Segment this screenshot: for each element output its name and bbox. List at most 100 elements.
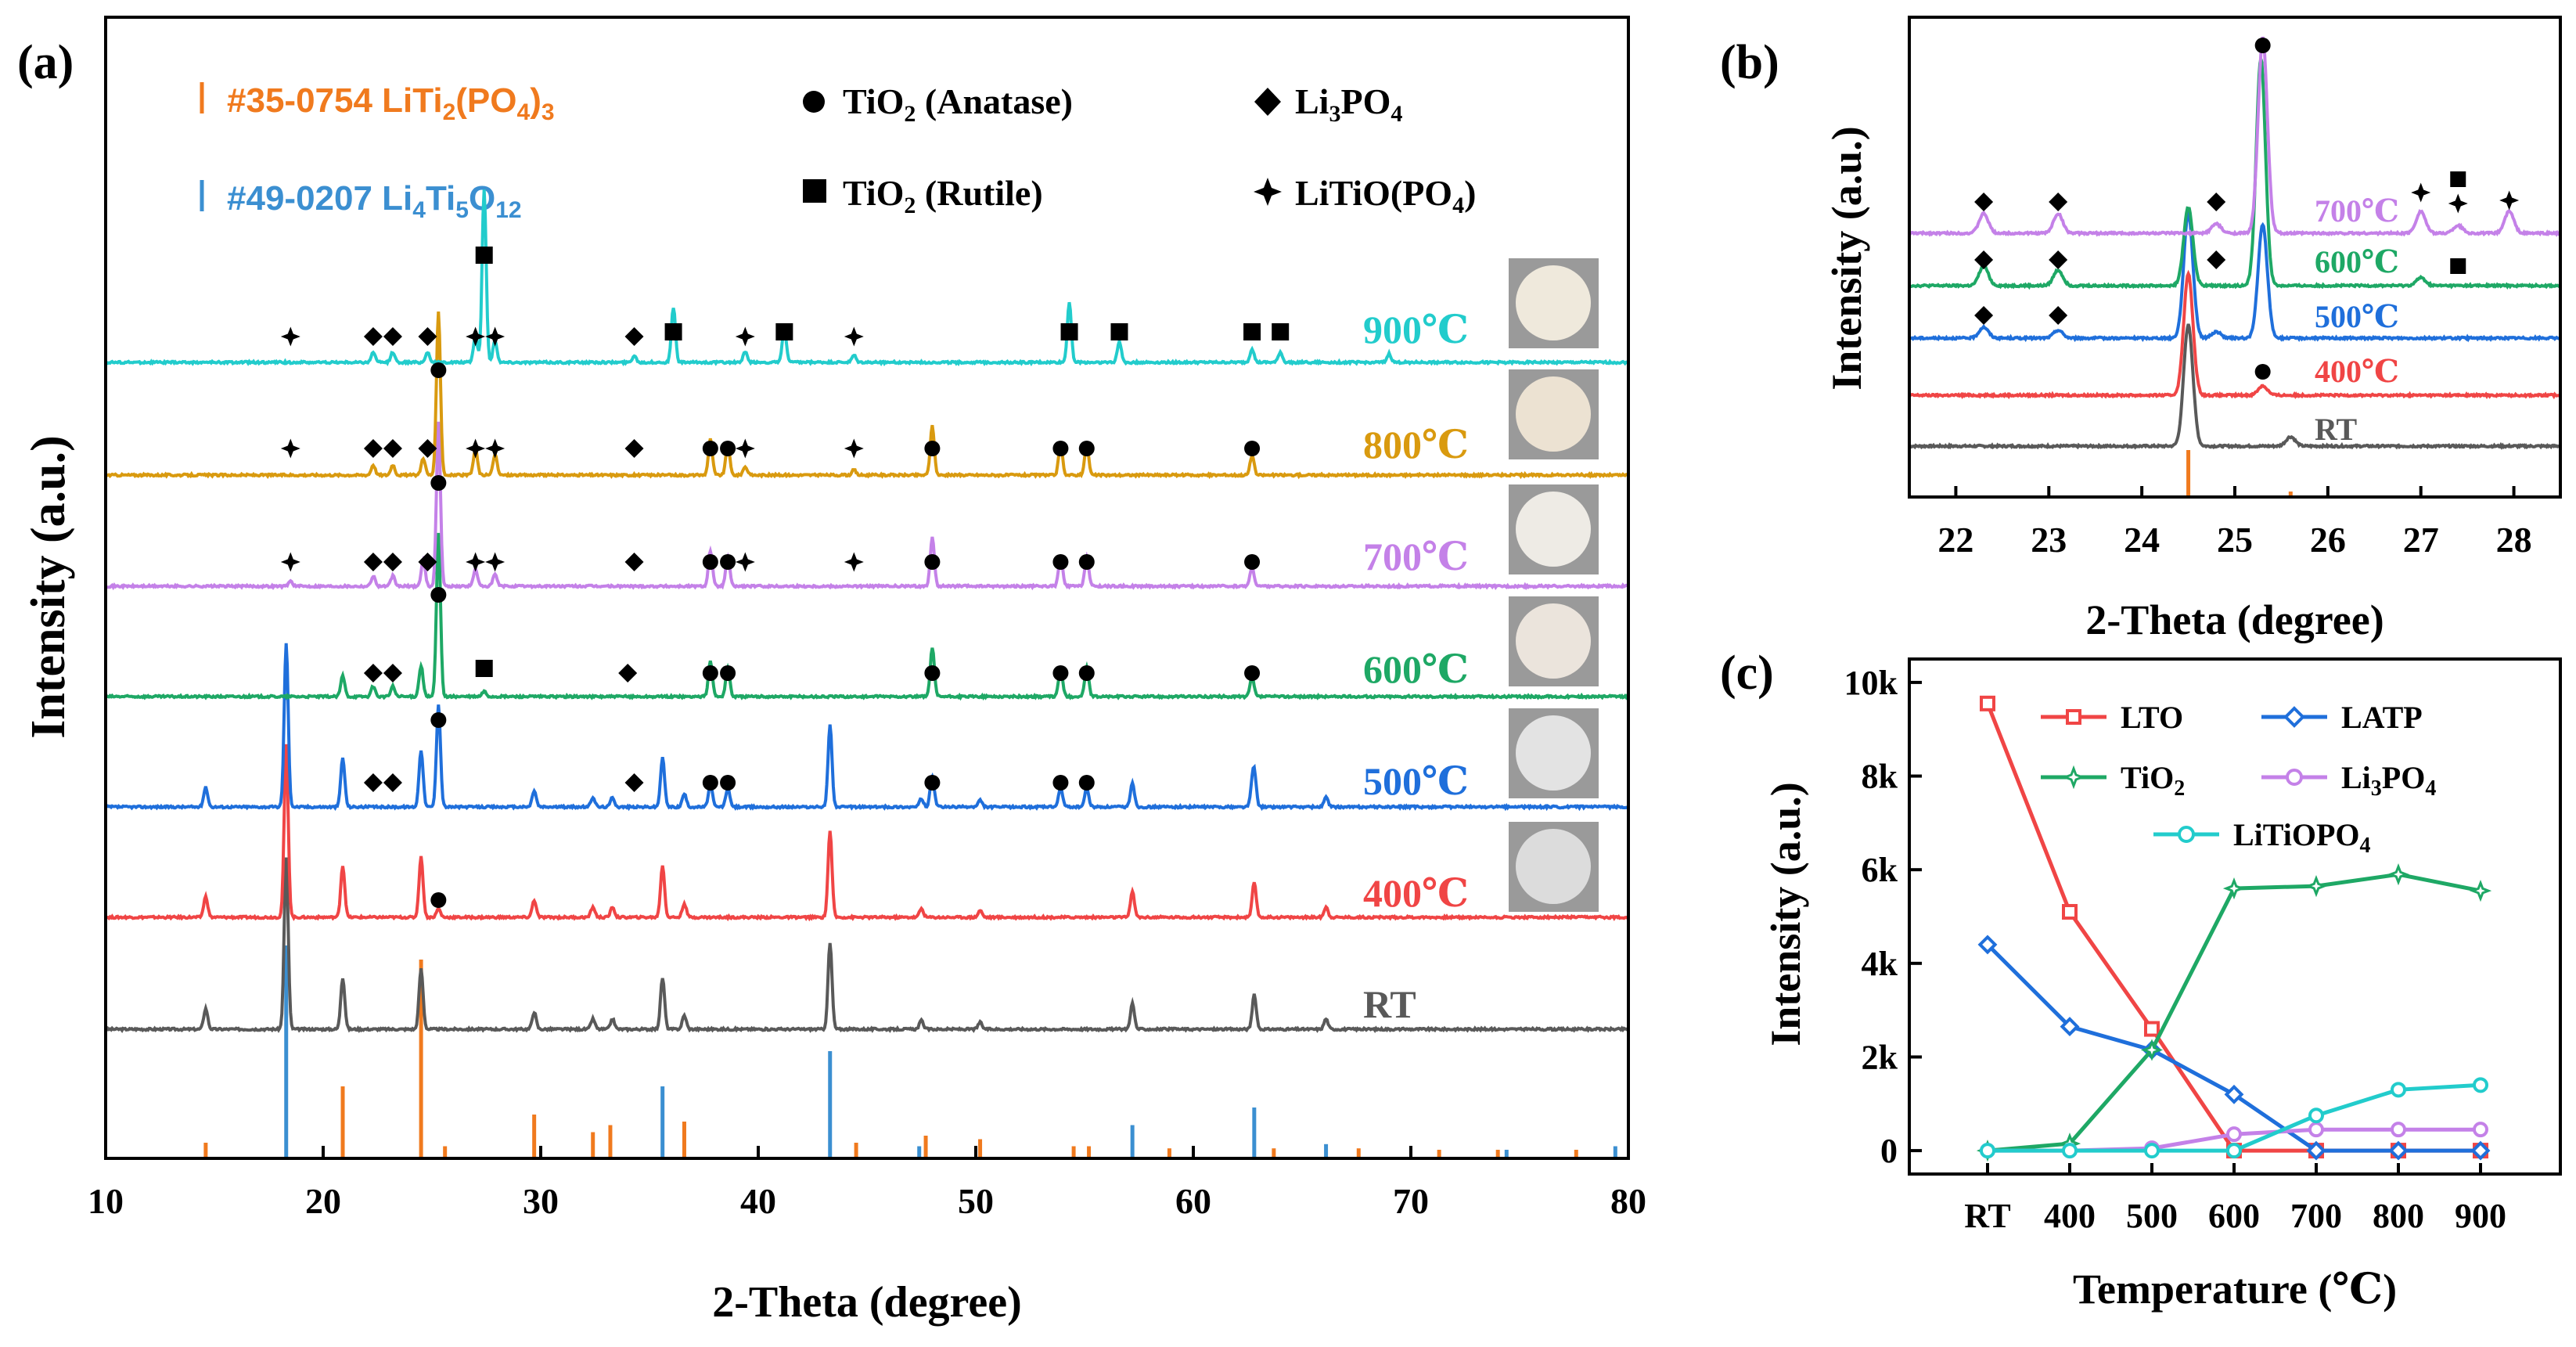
b-trace-500: [1908, 208, 2560, 343]
legend-tio2-marker: [2061, 765, 2086, 790]
photo-800-pellet: [1516, 376, 1591, 452]
a-marker-anatase: [924, 554, 941, 570]
a-marker-li3po4: [363, 327, 383, 346]
a-xtick-label: 70: [1393, 1181, 1429, 1221]
b-trace-600: [1909, 58, 2561, 290]
b-label-500: 500℃: [2315, 299, 2399, 334]
a-xtick-label: 10: [88, 1181, 124, 1221]
panel-a-x-ticks: 10 20 30 40 50 60 70 80: [88, 1146, 1646, 1221]
c-ytick-label: 10k: [1844, 664, 1898, 702]
c-point-LATP: [1977, 935, 1998, 955]
a-marker-litiopo4: [485, 552, 505, 572]
c-point-LiTiOPO4: [2144, 1143, 2160, 1159]
c-xtick-label: 600: [2208, 1197, 2260, 1235]
panel-c-label: (c): [1720, 646, 1774, 700]
panel-c-series: [1976, 695, 2492, 1162]
c-point-Li3PO4: [2226, 1126, 2242, 1143]
c-series-LiTiOPO4: [1980, 1077, 2488, 1159]
panel-b-ylabel: Intensity (a.u.): [1823, 126, 1870, 391]
c-point-Li3PO4: [2391, 1122, 2406, 1138]
legend-li3po4-marker: [1254, 88, 1281, 116]
legend-litiopo4-marker: [1254, 178, 1282, 206]
a-marker-anatase: [1052, 775, 1069, 791]
a-marker-li3po4: [383, 327, 402, 346]
legend-lto-marker: [2066, 709, 2081, 725]
panel-a-phase-markers: [280, 247, 1290, 908]
a-marker-li3po4: [363, 553, 383, 571]
legend-litiopo4-c-text: LiTiOPO4: [2233, 817, 2371, 858]
panel-a-traces: [104, 189, 1630, 1034]
b-marker-li3po4: [2207, 193, 2226, 211]
b-marker-li3po4: [2049, 306, 2068, 325]
c-ytick-label: 0: [1880, 1132, 1898, 1170]
b-xtick-label: 22: [1937, 520, 1973, 560]
b-xtick-label: 24: [2124, 520, 2160, 560]
b-marker-li3po4: [1974, 306, 1994, 325]
a-marker-litiopo4: [844, 552, 864, 572]
a-marker-litiopo4: [466, 326, 486, 347]
b-xtick-label: 25: [2217, 520, 2253, 560]
a-marker-li3po4: [383, 553, 402, 571]
c-point-LATP: [2388, 1140, 2409, 1161]
a-marker-litiopo4: [844, 326, 864, 347]
a-marker-li3po4: [363, 773, 383, 792]
c-line-LATP: [1986, 943, 2481, 1153]
b-marker-litiopo4: [2411, 182, 2431, 203]
b-marker-li3po4: [2207, 250, 2226, 269]
a-marker-anatase: [1078, 554, 1095, 570]
panel-b-series-labels: 700℃ 600℃ 500℃ 400℃ RT: [2315, 193, 2399, 447]
legend-lto-text: LTO: [2121, 700, 2183, 735]
a-marker-anatase: [1052, 441, 1069, 456]
legend-anatase-marker: [803, 91, 825, 113]
b-xtick-label: 27: [2403, 520, 2439, 560]
b-trace-700: [1909, 36, 2561, 237]
panel-c-ylabel: Intensity (a.u.): [1762, 782, 1809, 1046]
c-series-LATP: [1977, 935, 2491, 1161]
a-trace-500: [105, 643, 1630, 812]
a-xtick-label: 20: [305, 1181, 341, 1221]
label-900: 900℃: [1363, 308, 1469, 351]
panel-a-series-labels: 900℃ 800℃ 700℃ 600℃ 500℃ 400℃ RT: [1363, 308, 1469, 1026]
c-point-Li3PO4: [2473, 1122, 2488, 1138]
a-marker-litiopo4: [466, 552, 486, 572]
a-marker-li3po4: [418, 327, 437, 346]
panel-c: (c) 0 2k 4k 6k 8k 10k RT 400 500 600 700 800 900 LT…: [1720, 646, 2562, 1313]
a-xtick-label: 50: [958, 1181, 994, 1221]
a-marker-anatase: [702, 665, 718, 681]
a-marker-anatase: [430, 892, 447, 908]
label-500: 500℃: [1363, 759, 1469, 803]
c-point-Li3PO4: [2308, 1122, 2324, 1138]
a-marker-rutile: [664, 323, 682, 340]
a-marker-anatase: [1078, 441, 1095, 456]
panel-a-legend: #35-0754 LiTi2(PO4)3 #49-0207 Li4Ti5O12 …: [200, 81, 1476, 223]
a-marker-anatase: [430, 475, 447, 491]
a-marker-rutile: [475, 660, 493, 677]
label-800: 800℃: [1363, 423, 1469, 466]
b-marker-anatase: [2254, 38, 2271, 53]
a-marker-li3po4: [624, 327, 644, 346]
legend-li3po4-c-text: Li3PO4: [2341, 760, 2436, 801]
a-marker-li3po4: [383, 439, 402, 458]
legend-ref2-text: #49-0207 Li4Ti5O12: [227, 179, 522, 223]
legend-li3po4-c-marker: [2286, 769, 2303, 786]
panel-c-xlabel: Temperature (℃): [2073, 1266, 2397, 1313]
a-marker-anatase: [924, 665, 941, 681]
legend-tio2-text: TiO2: [2121, 760, 2185, 801]
a-marker-anatase: [1078, 665, 1095, 681]
a-marker-anatase: [720, 554, 736, 570]
a-marker-anatase: [702, 554, 718, 570]
legend-latp-text: LATP: [2341, 700, 2423, 735]
a-marker-rutile: [475, 247, 493, 264]
b-label-400: 400℃: [2315, 354, 2399, 389]
a-marker-li3po4: [618, 664, 638, 683]
a-marker-anatase: [924, 441, 941, 456]
panel-b: (b) 700℃ 600℃ 500℃ 400℃ RT 22 23 24 25 26 27 2…: [1720, 16, 2562, 643]
a-marker-anatase: [1052, 665, 1069, 681]
panel-b-label: (b): [1720, 36, 1779, 89]
legend-litiopo4-text: LiTiO(PO4): [1295, 173, 1476, 218]
b-marker-rutile: [2450, 258, 2466, 274]
c-xtick-label: 900: [2455, 1197, 2506, 1235]
b-xtick-label: 23: [2031, 520, 2067, 560]
a-marker-anatase: [1244, 441, 1261, 456]
legend-rutile-text: TiO2 (Rutile): [843, 173, 1043, 218]
